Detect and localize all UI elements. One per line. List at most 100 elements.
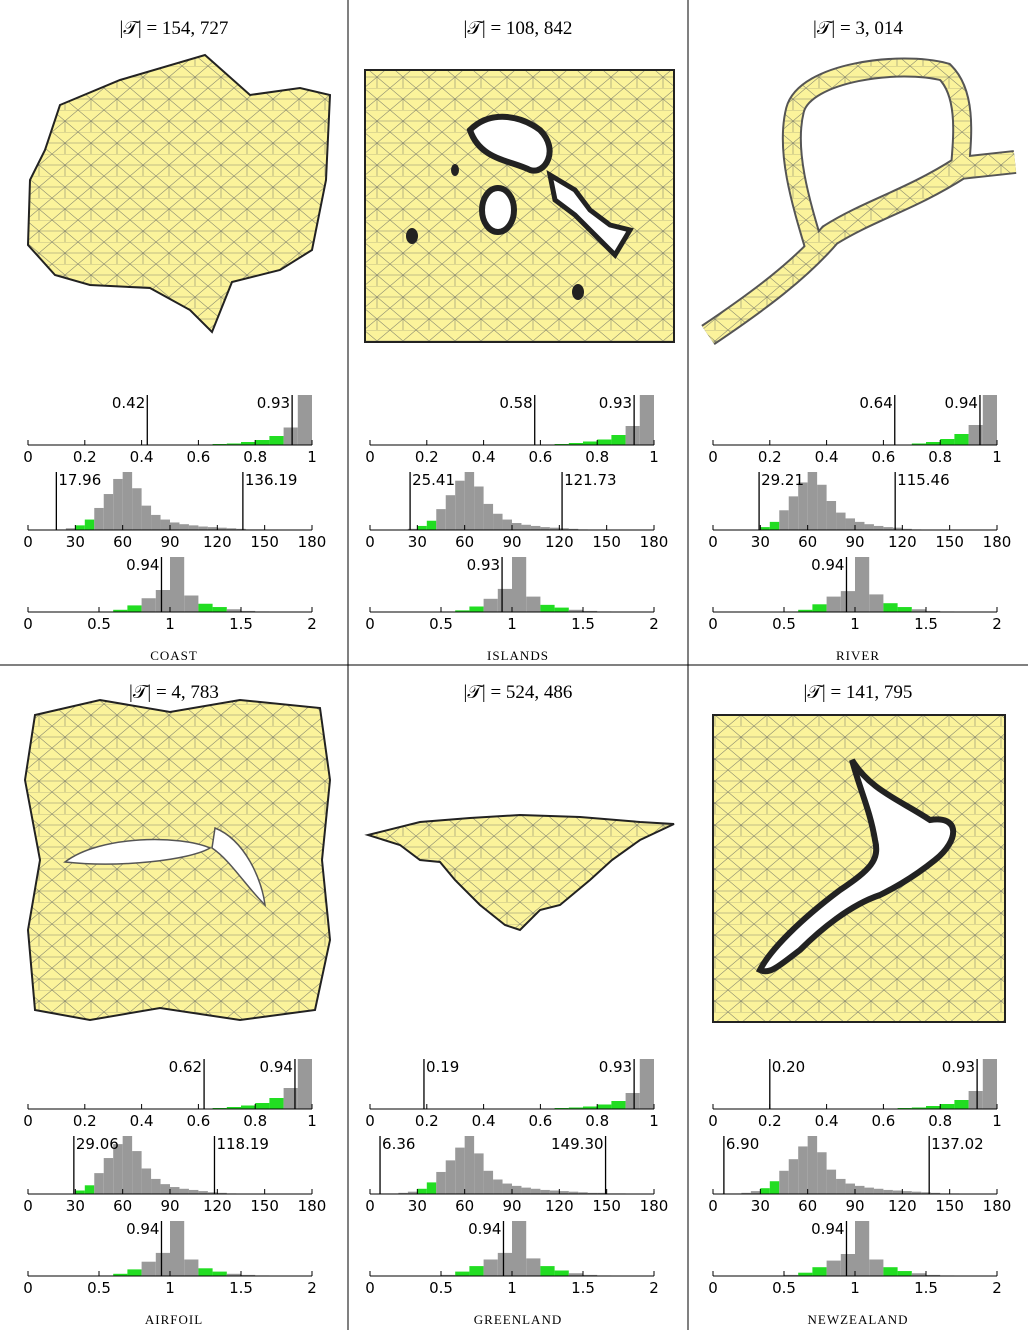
histogram-bar [954, 1100, 968, 1109]
marker-label: 0.19 [426, 1058, 459, 1076]
x-tick-label: 1 [507, 615, 517, 633]
x-tick-label: 0 [365, 448, 375, 466]
panel-title: |𝒯| = 3, 014 [813, 18, 903, 39]
x-tick-label: 0 [23, 1197, 33, 1215]
histogram-bar [151, 515, 160, 530]
marker-label: 0.94 [126, 556, 159, 574]
histogram-bar [170, 1187, 179, 1194]
x-tick-label: 1.5 [571, 615, 595, 633]
x-tick-label: 180 [298, 533, 327, 551]
x-tick-label: 60 [798, 1197, 817, 1215]
x-tick-label: 0 [23, 448, 33, 466]
histogram-bar [855, 522, 864, 530]
histogram-bar [898, 1271, 912, 1276]
x-tick-label: 0 [23, 1279, 33, 1297]
histogram-bar [789, 1159, 798, 1194]
marker-label: 136.19 [245, 471, 298, 489]
histogram-bar [779, 510, 788, 530]
histogram-bar [626, 1093, 640, 1109]
histogram-bar [531, 1189, 540, 1194]
histogram-bar [512, 523, 521, 530]
histogram-bar [465, 1136, 474, 1194]
histogram-bar [883, 1267, 897, 1276]
marker-label: 0.58 [499, 394, 532, 412]
x-tick-label: 60 [113, 533, 132, 551]
histogram-bar [969, 425, 983, 445]
histogram-bar [417, 526, 426, 530]
x-tick-label: 0 [365, 1197, 375, 1215]
histogram-bar [883, 1190, 892, 1194]
histogram-bar [436, 509, 445, 530]
histogram-bar [156, 1253, 170, 1276]
x-tick-label: 180 [640, 1197, 669, 1215]
panel-caption: GREENLAND [474, 1312, 562, 1327]
histogram-bar [241, 1106, 255, 1110]
x-tick-label: 2 [307, 615, 317, 633]
histogram-bar [255, 440, 269, 445]
x-tick-label: 0.8 [928, 1112, 952, 1130]
histogram-bar [597, 440, 611, 446]
histogram-bar [550, 1191, 559, 1194]
histogram-bar [597, 1105, 611, 1110]
x-tick-label: 1 [850, 1279, 860, 1297]
x-tick-label: 0.4 [815, 448, 839, 466]
histogram-bar [954, 434, 968, 445]
marker-label: 0.93 [467, 556, 500, 574]
x-tick-label: 0.8 [243, 1112, 267, 1130]
marker-label: 0.42 [112, 394, 145, 412]
histogram-bar [540, 1266, 554, 1276]
coast-mesh [28, 55, 330, 332]
x-tick-label: 0 [23, 1112, 33, 1130]
histogram-bar [142, 598, 156, 612]
histogram-bar [855, 1186, 864, 1194]
histogram-bar [983, 1059, 997, 1109]
x-tick-label: 90 [502, 1197, 521, 1215]
x-tick-label: 1 [507, 1279, 517, 1297]
histogram-bar [883, 603, 897, 612]
x-tick-label: 0.8 [585, 1112, 609, 1130]
histogram-bar [798, 482, 807, 530]
histogram-bar [841, 591, 855, 612]
histogram-bar [132, 488, 141, 530]
histogram-bar [189, 1190, 198, 1194]
x-tick-label: 1 [992, 1112, 1002, 1130]
panel-title: |𝒯| = 141, 795 [804, 682, 913, 703]
histogram-bar [869, 1260, 883, 1277]
histogram-bar [493, 1180, 502, 1195]
histogram-bar [179, 1189, 188, 1194]
histogram-bar [127, 1269, 141, 1276]
histogram-bar [455, 1148, 464, 1194]
histogram-bar [85, 520, 94, 530]
histogram-bar [555, 608, 569, 612]
histogram-bar [498, 1253, 512, 1276]
histogram-bar [969, 1091, 983, 1109]
histogram-bar [760, 1188, 769, 1194]
x-tick-label: 1.5 [914, 615, 938, 633]
x-tick-label: 0 [708, 615, 718, 633]
x-tick-label: 120 [888, 533, 917, 551]
x-tick-label: 0.2 [758, 1112, 782, 1130]
histogram-bar [161, 520, 170, 530]
histogram-bar [484, 1171, 493, 1194]
histogram-bar [874, 526, 883, 530]
histogram-bar [436, 1172, 445, 1194]
histogram-bar [455, 1272, 469, 1276]
x-tick-label: 90 [502, 533, 521, 551]
histogram-bar [298, 1059, 312, 1109]
histogram-bar [269, 1098, 283, 1109]
histogram-bar [284, 1088, 298, 1109]
x-tick-label: 0.5 [772, 615, 796, 633]
histogram-bar [94, 508, 103, 530]
histogram-bar [812, 604, 826, 612]
histogram-bar [864, 1188, 873, 1194]
x-tick-label: 0.4 [472, 1112, 496, 1130]
x-tick-label: 0.5 [429, 615, 453, 633]
x-tick-label: 0.5 [772, 1279, 796, 1297]
histogram-bar [874, 1189, 883, 1194]
histogram-bar [893, 1191, 902, 1194]
histogram-bar [898, 607, 912, 612]
marker-label: 115.46 [897, 471, 950, 489]
histogram-bar [465, 472, 474, 530]
x-tick-label: 90 [845, 1197, 864, 1215]
x-tick-label: 180 [298, 1197, 327, 1215]
